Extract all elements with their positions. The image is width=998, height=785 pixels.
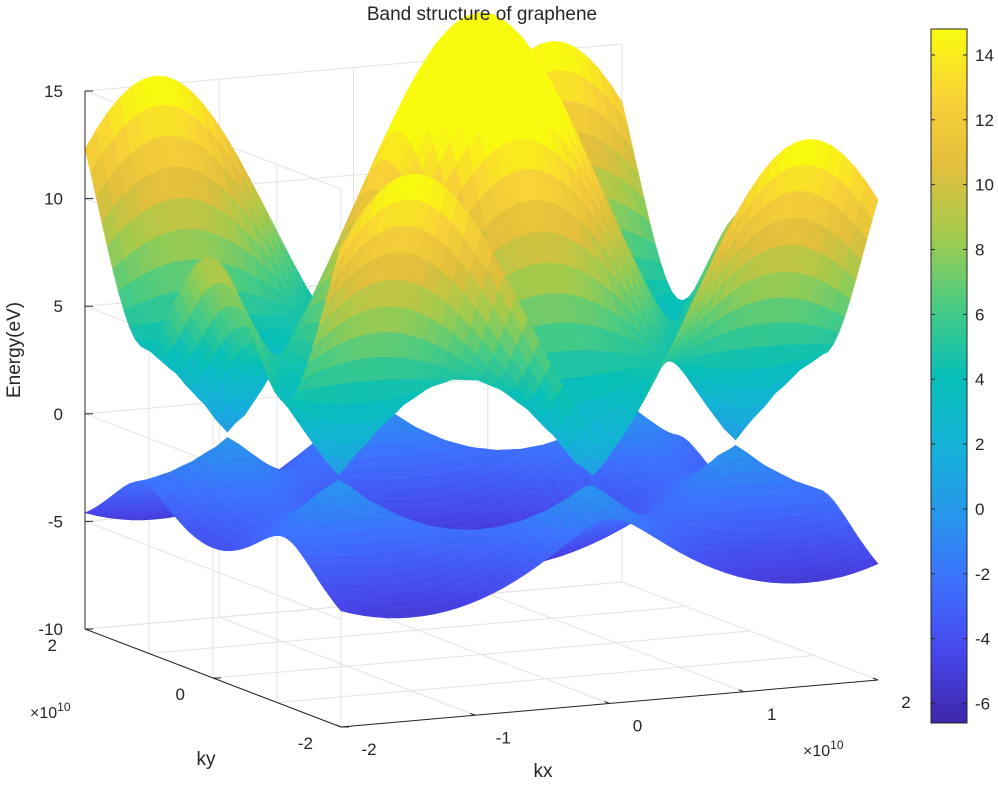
z-axis-label: Energy(eV) <box>4 302 25 398</box>
z-tick-label: 15 <box>44 82 63 101</box>
colorbar-tick-label: 14 <box>975 46 994 65</box>
y-multiplier-text: ×10 <box>30 705 57 722</box>
colorbar-tick-label: 4 <box>975 370 984 389</box>
chart-title: Band structure of graphene <box>367 4 597 25</box>
y-axis-multiplier: ×1010 <box>30 700 71 722</box>
x-tick-label: 1 <box>767 705 776 724</box>
x-tick-label: -1 <box>496 728 511 747</box>
colorbar-tick-label: -6 <box>975 695 990 714</box>
x-tick-label: 0 <box>633 717 642 736</box>
svg-text:×1010: ×1010 <box>30 700 71 722</box>
x-multiplier-text: ×10 <box>803 743 830 760</box>
colorbar: -6 -4 -2 0 2 4 6 8 10 12 14 <box>931 29 994 723</box>
y-axis-label: ky <box>197 749 217 770</box>
colorbar-tick-label: -4 <box>975 630 990 649</box>
y-tick-label: -2 <box>298 734 313 753</box>
colorbar-tick-label: 6 <box>975 305 984 324</box>
y-tick-label: 2 <box>48 636 57 655</box>
x-exponent-text: 10 <box>830 738 844 752</box>
colorbar-gradient <box>931 29 967 723</box>
x-tick-label: 2 <box>901 693 910 712</box>
z-tick-label: -5 <box>48 512 63 531</box>
z-tick-label: 0 <box>54 405 63 424</box>
x-axis-label: kx <box>534 761 554 780</box>
z-tick-label: 10 <box>44 190 63 209</box>
y-axis-ticks: -2 0 2 <box>48 629 349 753</box>
x-tick-label: -2 <box>361 740 376 759</box>
colorbar-tick-label: 10 <box>975 176 994 195</box>
z-tick-label: 5 <box>54 297 63 316</box>
x-axis-multiplier: ×1010 <box>803 738 844 760</box>
svg-text:×1010: ×1010 <box>803 738 844 760</box>
colorbar-tick-label: 0 <box>975 500 984 519</box>
colorbar-tick-label: 2 <box>975 435 984 454</box>
y-tick-label: 0 <box>176 685 185 704</box>
colorbar-tick-label: 12 <box>975 111 994 130</box>
colorbar-tick-label: 8 <box>975 241 984 260</box>
band-surface <box>85 13 878 618</box>
y-exponent-text: 10 <box>57 700 71 714</box>
colorbar-tick-label: -2 <box>975 565 990 584</box>
